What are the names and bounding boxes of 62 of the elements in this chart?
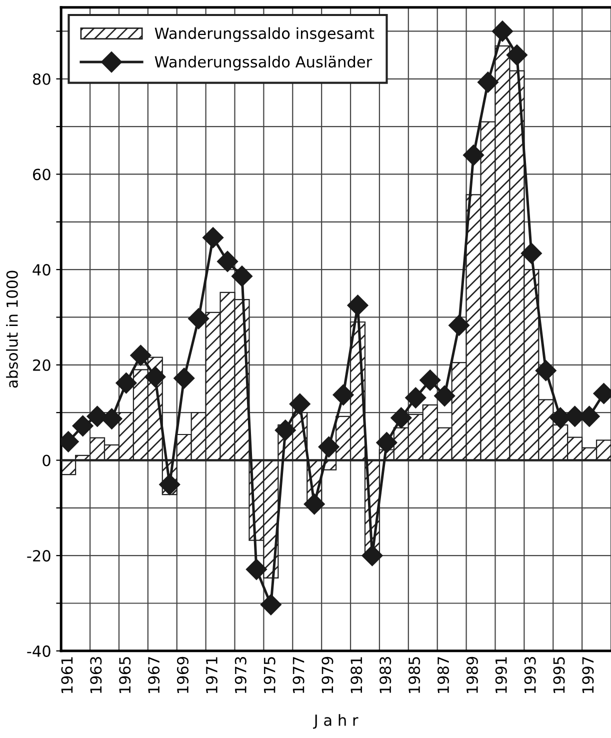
point bbox=[217, 250, 238, 272]
y-tick-label: 0 bbox=[42, 454, 50, 466]
y-tick-label: 60 bbox=[33, 168, 50, 180]
x-tick-label: 1987 bbox=[437, 657, 450, 693]
x-tick-label: 1971 bbox=[206, 657, 218, 693]
x-axis-title: J a h r bbox=[313, 714, 358, 729]
point bbox=[260, 594, 282, 616]
point bbox=[174, 368, 195, 389]
point bbox=[246, 558, 267, 580]
x-tick-label: 1997 bbox=[582, 657, 594, 693]
x-tick-label: 1979 bbox=[322, 656, 334, 693]
point bbox=[116, 372, 137, 394]
x-tick-label: 1985 bbox=[408, 657, 420, 693]
x-tick-label: 1993 bbox=[524, 657, 536, 693]
point bbox=[130, 344, 152, 366]
point bbox=[463, 144, 484, 166]
point bbox=[390, 407, 412, 428]
point bbox=[318, 436, 340, 458]
point bbox=[477, 72, 499, 93]
x-tick-label: 1995 bbox=[553, 657, 565, 693]
y-tick-label: 80 bbox=[32, 73, 50, 85]
x-tick-label: 1969 bbox=[176, 656, 189, 693]
y-tick-label: -20 bbox=[27, 550, 50, 562]
point bbox=[492, 20, 513, 42]
point bbox=[274, 420, 296, 441]
x-tick-label: 1961 bbox=[61, 657, 73, 693]
point bbox=[144, 366, 166, 388]
point bbox=[347, 294, 368, 316]
x-tick-label: 1967 bbox=[148, 657, 160, 693]
point bbox=[86, 406, 108, 427]
point bbox=[405, 387, 426, 408]
x-tick-label: 1977 bbox=[292, 657, 304, 693]
x-tick-label: 1965 bbox=[119, 657, 131, 693]
y-tick-label: 40 bbox=[32, 264, 50, 276]
y-tick-label: -40 bbox=[27, 645, 50, 657]
point bbox=[362, 545, 383, 566]
point bbox=[72, 415, 94, 436]
point bbox=[535, 360, 556, 382]
point bbox=[434, 385, 456, 406]
point bbox=[420, 370, 441, 391]
point bbox=[506, 44, 528, 66]
point bbox=[520, 242, 542, 264]
y-axis-title: absolut in 1000 bbox=[6, 270, 18, 388]
x-tick-label: 1973 bbox=[234, 657, 246, 693]
point bbox=[289, 393, 310, 415]
y-tick-label: 20 bbox=[33, 359, 50, 371]
point bbox=[101, 408, 122, 430]
legend-label: Wanderungssaldo Ausländer bbox=[154, 56, 372, 71]
point bbox=[202, 227, 224, 248]
point bbox=[304, 494, 325, 515]
point bbox=[448, 314, 470, 336]
point bbox=[376, 432, 398, 454]
x-tick-label: 1991 bbox=[495, 657, 507, 693]
x-tick-label: 1975 bbox=[264, 657, 276, 693]
x-tick-label: 1963 bbox=[90, 657, 102, 693]
x-tick-label: 1983 bbox=[380, 657, 392, 693]
x-tick-label: 1989 bbox=[466, 656, 478, 693]
point bbox=[332, 384, 354, 406]
x-tick-label: 1981 bbox=[350, 657, 362, 693]
point bbox=[188, 308, 210, 330]
point bbox=[231, 266, 253, 287]
legend-label: Wanderungssaldo insgesamt bbox=[154, 27, 374, 42]
